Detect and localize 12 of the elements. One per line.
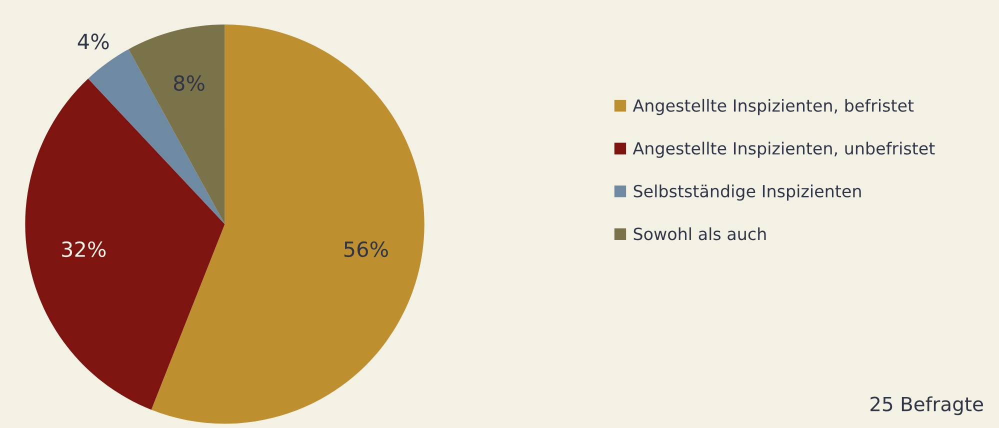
data-label: 4%	[78, 34, 109, 50]
legend-label: Sowohl als auch	[634, 227, 766, 240]
pie-slice	[128, 24, 225, 224]
text: 25 Befragte	[870, 396, 983, 416]
data-label: 56%	[344, 241, 388, 258]
pie-slice	[88, 49, 225, 224]
pie-slice	[151, 24, 424, 424]
data-label: 8%	[174, 75, 204, 91]
legend-label: Angestellte Inspizienten, befristet	[632, 98, 914, 116]
legend-label: Angestellte Inspizienten, unbefristet	[632, 142, 935, 158]
data-label: 32%	[62, 241, 106, 258]
legend-label: Selbstständige Inspizienten	[634, 184, 861, 201]
